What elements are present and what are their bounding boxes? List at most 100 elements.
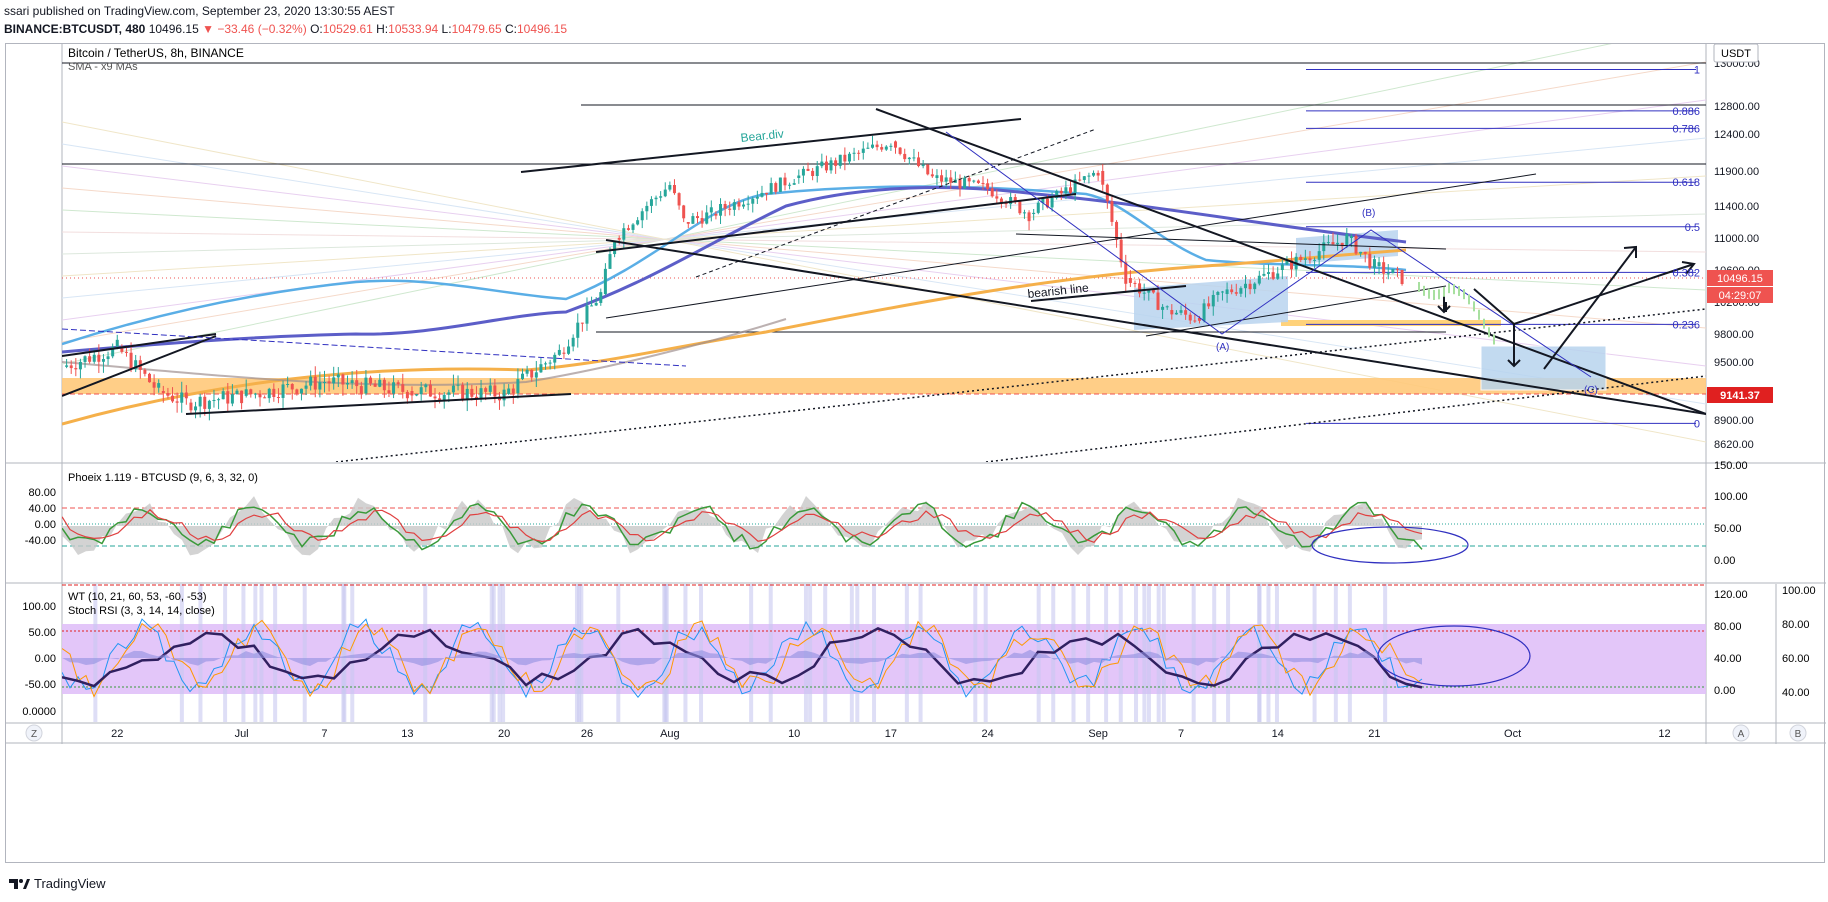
candle-body [1036,202,1040,213]
candle-body [272,388,276,397]
candle-body [1368,253,1372,268]
projected-bar [1488,327,1490,338]
candle-body [1290,260,1294,270]
candle-body [1276,273,1280,279]
candle-body [1285,260,1289,265]
last-price-tag-label: 10496.15 [1717,273,1763,285]
target-price-tag [1707,387,1773,403]
chart-svg[interactable]: Bitcoin / TetherUS, 8h, BINANCE SMA - x9… [6,43,1826,864]
left-axis-button-label[interactable]: Z [31,729,37,740]
candle-body [663,189,667,197]
candle-body [843,154,847,162]
candle-body [567,346,571,354]
candle-body [1022,212,1026,214]
b-axis-button-label[interactable]: B [1795,729,1802,740]
candle-body [1009,197,1013,205]
wt-signal-bar [497,584,502,722]
candle-body [999,198,1003,203]
change-value: ▼ −33.46 (−0.32%) [202,22,307,36]
candle-body [1032,212,1036,214]
candle-body [88,356,92,362]
candle-body [894,141,898,148]
fib-label: 0.382 [1672,267,1700,279]
fib-retracement [1306,68,1696,424]
candle-body [198,396,202,407]
wt-signal-bar [904,584,909,722]
candle-body [369,377,373,384]
elliott-wave-path [945,131,1592,378]
time-tick-label: 22 [111,728,123,740]
candle-body [456,384,460,386]
projected-bar [1458,285,1460,296]
candle-body [1119,239,1123,263]
candle-body [1377,262,1381,266]
phoeix-pane[interactable] [62,496,1706,564]
chart-container[interactable]: Bitcoin / TetherUS, 8h, BINANCE SMA - x9… [5,43,1826,864]
currency-button-label[interactable]: USDT [1721,48,1751,60]
projected-bar [1483,318,1485,329]
candle-body [401,384,405,392]
candle-body [1045,198,1049,208]
wt-signal-bar [1266,584,1271,722]
candle-body [705,212,709,224]
candle-body [709,207,713,213]
candle-body [78,361,82,370]
main-pane[interactable] [62,44,1706,462]
candle-body [465,388,469,400]
candle-body [1082,176,1086,180]
candle-body [866,147,870,149]
stoch-right-tick: 40.00 [1782,687,1810,699]
candle-body [507,388,511,394]
time-axis[interactable]: 22 Jul 7 13 20 26 Aug 10 17 24 Sep 7 14 21 Oct 12 [111,728,1671,740]
wt-signal-bar [983,584,988,722]
candle-body [290,384,294,390]
candle-body [677,193,681,206]
wt-signal-bar [1191,584,1196,722]
wt-signal-bar [749,584,754,722]
candle-body [659,196,663,198]
candle-body [1110,201,1114,222]
indicator-label: SMA - x9 MAs [68,61,138,73]
candle-body [166,393,170,396]
candle-body [124,351,128,353]
projected-bar [1423,285,1425,296]
price-tick-label: 12800.00 [1714,101,1760,113]
candle-body [240,390,244,404]
candle-body [1142,292,1146,294]
wt-signal-bar [489,584,494,722]
candle-body [580,322,584,324]
fib-label: 0.886 [1672,106,1700,118]
candle-body [327,381,331,384]
candle-body [244,389,248,396]
candle-body [557,349,561,355]
wt-pane[interactable] [62,584,1706,722]
candle-body [438,398,442,401]
candle-body [1363,251,1367,254]
candle-body [101,359,105,362]
candle-body [235,390,239,395]
auto-scale-button-label[interactable]: A [1738,729,1745,740]
candle-body [1193,320,1197,322]
phoeix-left-tick: 40.00 [28,503,56,515]
phoeix-right-tick: 0.00 [1714,555,1735,567]
candle-body [171,395,175,402]
phoeix-left-tick: 80.00 [28,487,56,499]
left-axis-button[interactable] [25,724,43,742]
candle-body [318,382,322,390]
candle-body [944,177,948,182]
candle-body [783,177,787,186]
candle-body [590,305,594,307]
candle-body [249,389,253,395]
b-axis-button[interactable] [1789,724,1807,742]
currency-button[interactable] [1713,43,1759,63]
candle-body [847,153,851,162]
candle-body [1165,306,1169,308]
candle-body [194,406,198,411]
candle-body [419,387,423,395]
candle-body [995,196,999,199]
fan-line [62,165,1706,367]
auto-scale-button[interactable] [1732,724,1750,742]
candle-body [594,302,598,306]
candle-body [788,184,792,186]
candle-body [226,391,230,404]
